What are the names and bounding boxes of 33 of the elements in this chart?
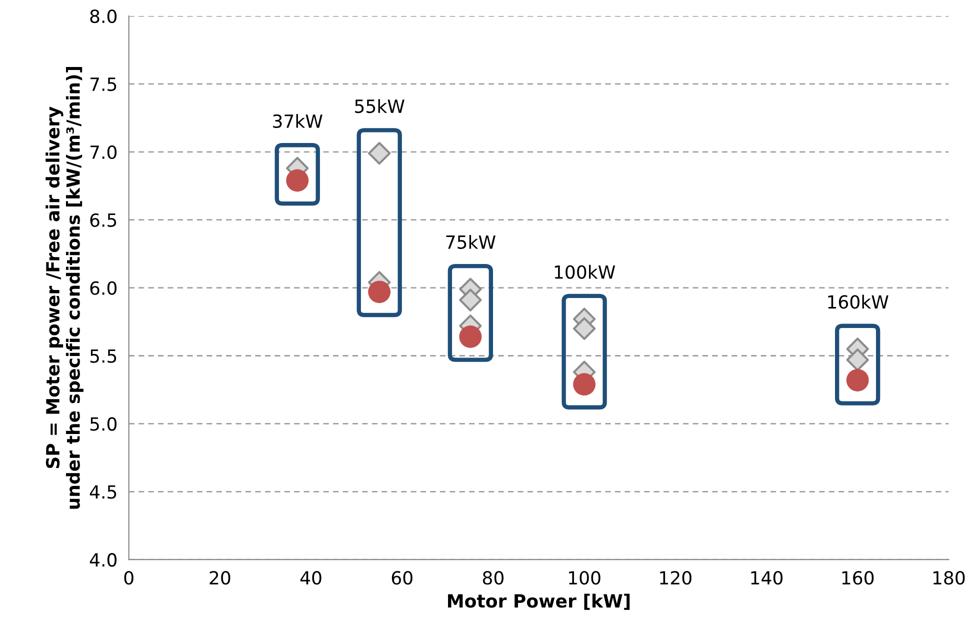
annotation: 75kW — [446, 235, 496, 249]
y-tick-label: 7.5 — [90, 78, 116, 92]
y-tick-label: 4.5 — [90, 485, 116, 499]
x-tick-label: 20 — [210, 571, 230, 585]
annotation: 160kW — [828, 294, 888, 309]
y-axis-title: SP = Moter power /Free air delivery under the specific conditions [kW/(m³/min)] — [46, 66, 84, 509]
annotation: 100kW — [554, 264, 616, 279]
x-tick-label: 140 — [751, 571, 783, 585]
x-tick-label: 80 — [482, 571, 504, 585]
y-tick-label: 5.5 — [90, 349, 116, 363]
point — [368, 142, 391, 165]
y-tick-label: 6.0 — [90, 281, 117, 295]
point — [846, 369, 869, 392]
y-tick-label: 5.0 — [90, 417, 117, 431]
y-tick-label: 6.5 — [90, 213, 116, 227]
y-tick-label: 4.0 — [90, 553, 117, 567]
point — [459, 288, 482, 312]
annotation: 55kW — [355, 99, 404, 114]
x-tick-label: 40 — [300, 571, 322, 585]
x-tick-label: 60 — [392, 571, 412, 585]
point — [573, 373, 596, 396]
x-tick-label: 160 — [842, 571, 874, 585]
x-tick-label: 180 — [933, 571, 965, 585]
x-tick-label: 0 — [124, 571, 134, 585]
point — [368, 280, 391, 304]
y-tick-label: 8.0 — [90, 9, 117, 24]
point — [459, 326, 482, 348]
x-tick-label: 100 — [569, 571, 600, 585]
point — [572, 317, 596, 340]
x-tick-label: 120 — [660, 571, 692, 585]
x-axis-title: Motor Power [kW] — [448, 594, 630, 610]
y-tick-label: 7.0 — [90, 145, 117, 160]
annotation: 37kW — [273, 114, 322, 128]
